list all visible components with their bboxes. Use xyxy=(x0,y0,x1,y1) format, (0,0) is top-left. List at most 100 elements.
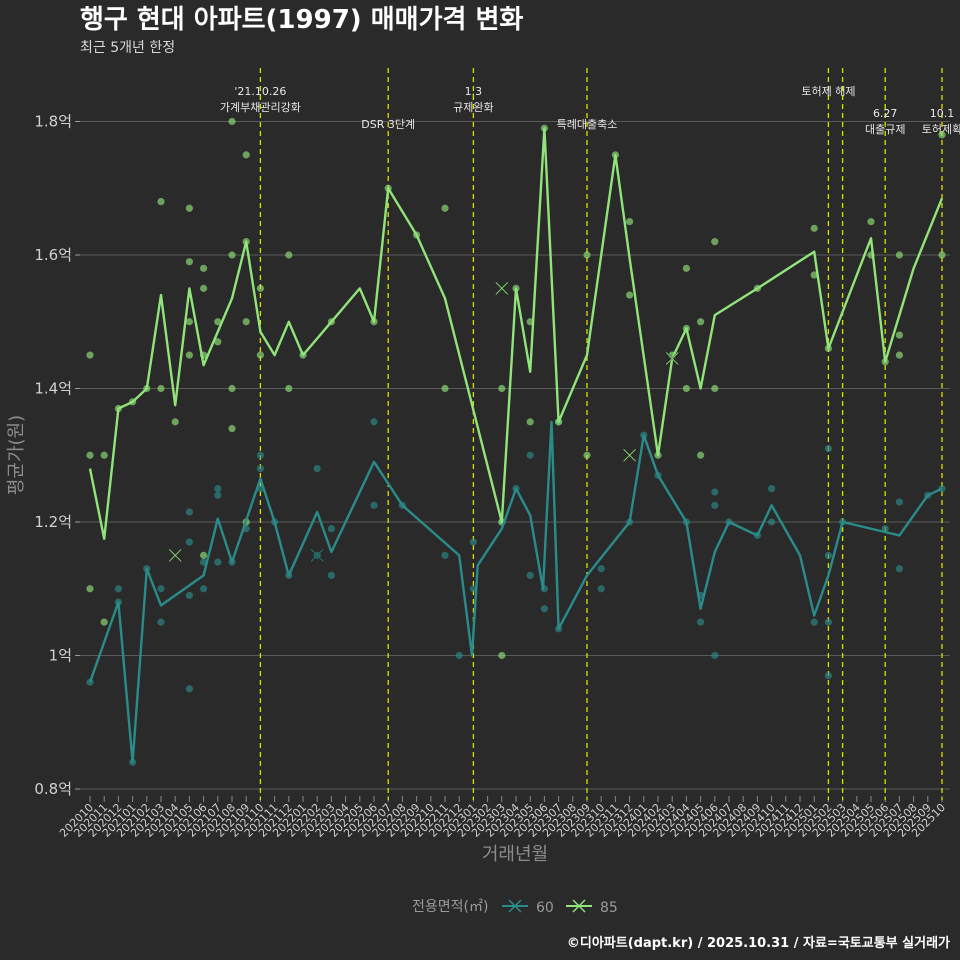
data-point-85 xyxy=(895,251,904,259)
data-point-60 xyxy=(711,488,719,496)
data-point-60 xyxy=(597,585,605,593)
grid xyxy=(80,121,950,790)
series-line-85 xyxy=(88,126,944,540)
data-point-60 xyxy=(597,565,605,573)
data-point-85 xyxy=(711,384,719,393)
data-point-60 xyxy=(469,538,477,546)
cross-stroke xyxy=(623,448,636,462)
data-point-85 xyxy=(86,451,94,459)
data-point-85 xyxy=(256,351,264,359)
data-point-60 xyxy=(214,491,222,499)
series-line-60 xyxy=(88,420,943,764)
data-point-60 xyxy=(256,465,264,473)
event-label: 토허제 해제 xyxy=(801,84,855,98)
data-point-85 xyxy=(895,331,904,339)
data-point-85 xyxy=(100,451,108,459)
data-point-60 xyxy=(256,451,264,459)
y-tick-label: 1.2억 xyxy=(34,513,72,531)
data-point-85 xyxy=(441,204,449,212)
data-point-85 xyxy=(185,204,193,212)
data-point-85 xyxy=(228,424,236,433)
data-point-85 xyxy=(626,218,634,226)
data-point-85 xyxy=(256,284,264,292)
data-point-85 xyxy=(697,318,705,326)
data-point-85 xyxy=(810,224,818,232)
data-point-85 xyxy=(285,384,293,393)
data-point-85 xyxy=(626,291,634,299)
data-point-85 xyxy=(242,151,250,159)
data-point-60 xyxy=(895,498,904,506)
data-point-85 xyxy=(938,251,946,259)
data-point-85 xyxy=(86,351,94,359)
data-point-60 xyxy=(824,618,833,626)
data-point-85 xyxy=(185,351,193,359)
data-point-85 xyxy=(228,117,236,126)
event-label: 특례대출축소 xyxy=(557,118,618,131)
cross-markers xyxy=(168,281,679,562)
data-point-60 xyxy=(441,551,449,559)
data-point-60 xyxy=(185,685,193,693)
data-point-60 xyxy=(824,551,833,559)
cross-stroke xyxy=(168,549,182,562)
data-point-85 xyxy=(171,418,179,426)
data-point-60 xyxy=(711,651,719,660)
cross-stroke xyxy=(310,549,324,562)
legend-swatch-cross xyxy=(508,899,522,913)
data-point-60 xyxy=(824,671,833,680)
data-point-85 xyxy=(86,585,94,593)
y-tick-label: 1.8억 xyxy=(34,113,72,131)
data-point-85 xyxy=(185,258,193,266)
data-point-60 xyxy=(370,501,378,509)
data-point-85 xyxy=(682,264,691,272)
data-point-85 xyxy=(228,251,236,259)
data-point-60 xyxy=(810,618,818,626)
legend-label: 85 xyxy=(600,900,618,916)
y-tick-label: 1.4억 xyxy=(34,380,72,398)
y-axis-title: 평균가(원) xyxy=(6,415,27,495)
data-point-85 xyxy=(895,351,904,359)
legend-item-85: 85 xyxy=(566,899,618,916)
data-point-60 xyxy=(157,618,165,626)
data-point-85 xyxy=(242,318,250,326)
cross-marker-60 xyxy=(310,548,324,562)
data-point-85 xyxy=(498,384,506,393)
legend-swatch-cross xyxy=(572,899,586,913)
data-point-60 xyxy=(313,465,321,473)
event-label: 가계부채관리강화 xyxy=(220,101,301,114)
data-point-60 xyxy=(200,585,208,593)
cross-marker-85 xyxy=(168,548,182,562)
y-tick-label: 0.8억 xyxy=(34,780,72,798)
data-point-85 xyxy=(157,198,165,206)
data-point-85 xyxy=(100,618,108,626)
event-label: 1.3 xyxy=(465,85,483,98)
data-point-85 xyxy=(157,384,165,393)
x-axis-title: 거래년월 xyxy=(482,844,548,865)
data-point-85 xyxy=(697,451,705,459)
chart-title: 행구 현대 아파트(1997) 매매가격 변화 xyxy=(80,5,523,35)
data-point-85 xyxy=(938,131,946,139)
data-point-60 xyxy=(185,508,193,516)
caption: ©디아파트(dapt.kr) / 2025.10.31 / 자료=국토교통부 실… xyxy=(567,935,950,951)
data-point-85 xyxy=(583,251,591,259)
data-point-60 xyxy=(540,605,549,613)
data-point-85 xyxy=(200,284,208,292)
data-point-60 xyxy=(185,591,193,600)
data-point-60 xyxy=(185,538,193,546)
data-point-60 xyxy=(768,485,776,493)
data-point-60 xyxy=(455,651,463,660)
event-label: 규제완화 xyxy=(453,101,493,114)
data-point-85 xyxy=(285,251,293,259)
data-point-85 xyxy=(214,318,222,326)
legend-item-60: 60 xyxy=(502,899,554,916)
data-point-60 xyxy=(526,451,534,459)
data-point-60 xyxy=(214,485,222,493)
data-point-85 xyxy=(867,218,875,226)
x-axis-ticks: 2020102020112020122021012021022021032021… xyxy=(57,796,948,840)
data-point-60 xyxy=(327,525,335,533)
data-point-85 xyxy=(185,318,193,326)
data-point-60 xyxy=(768,518,776,526)
cross-stroke xyxy=(665,352,679,365)
y-tick-label: 1억 xyxy=(49,647,72,665)
scatter-points xyxy=(86,117,946,766)
